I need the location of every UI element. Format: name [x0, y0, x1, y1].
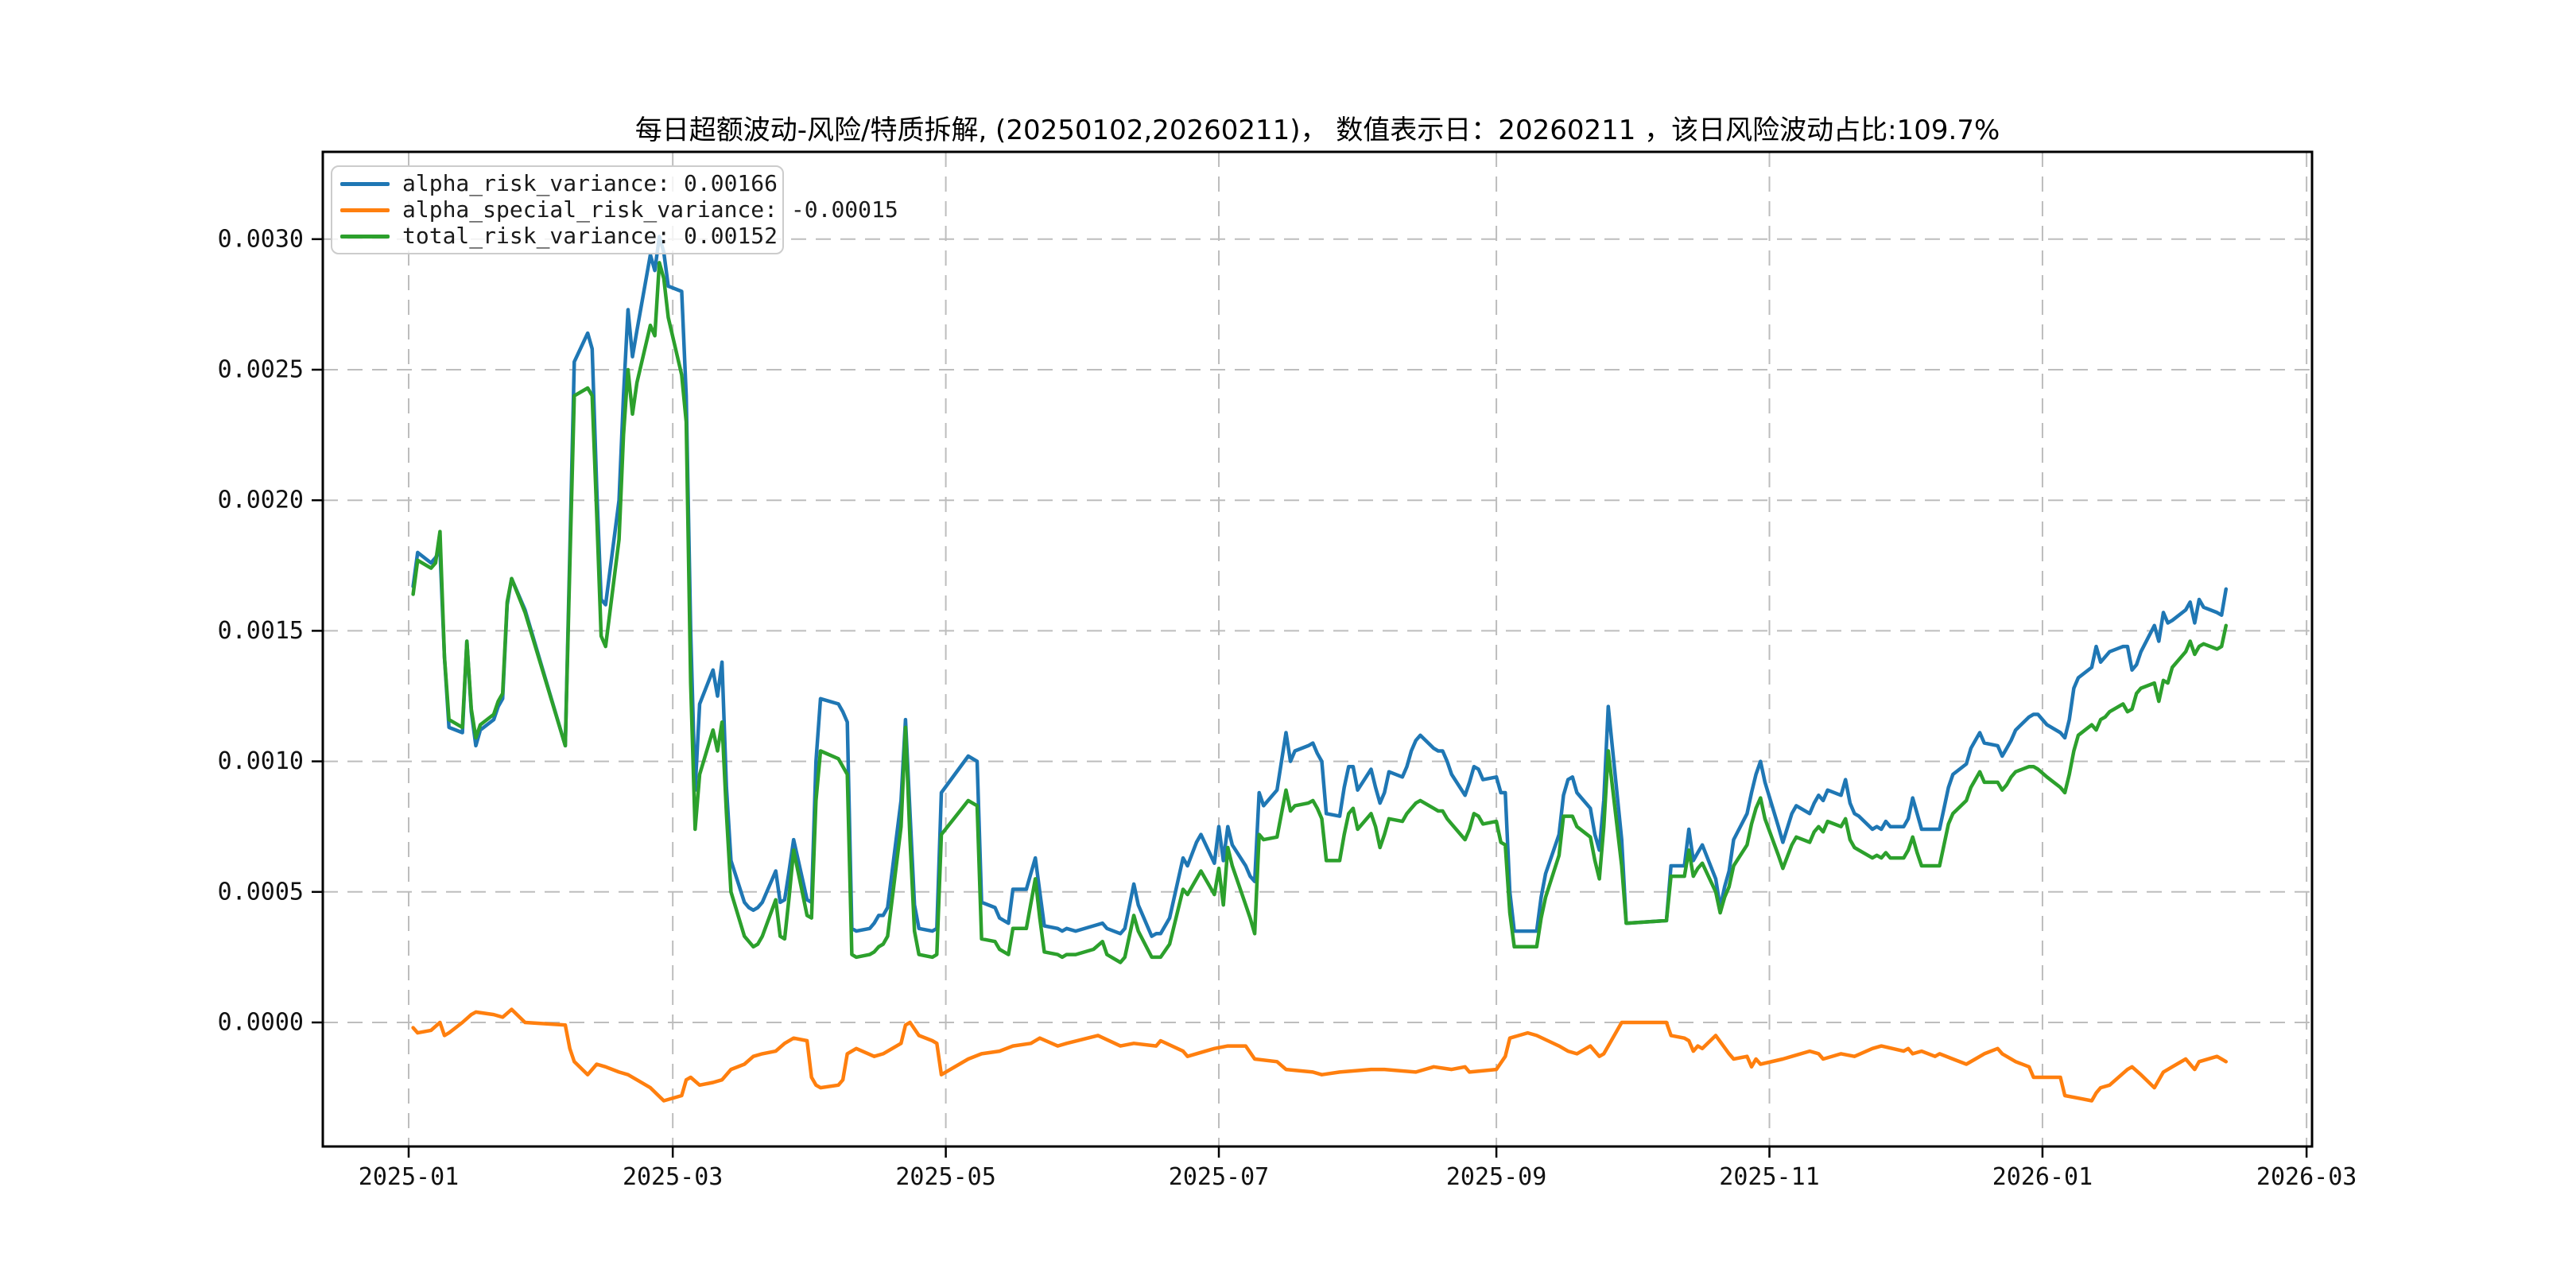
y-tick-label: 0.0010: [218, 747, 304, 775]
y-tick-label: 0.0025: [218, 356, 304, 384]
y-tick-label: 0.0020: [218, 487, 304, 514]
legend-item-alpha-risk-variance: alpha_risk_variance: 0.00166: [340, 171, 778, 196]
legend-line-sample-blue: [340, 181, 390, 186]
x-tick-label: 2025-07: [1169, 1163, 1269, 1191]
series-line-total_risk_variance: [411, 261, 2229, 964]
legend-item-alpha-special-risk-variance: alpha_special_risk_variance: -0.00015: [340, 197, 898, 223]
legend-label: alpha_risk_variance: 0.00166: [402, 170, 778, 196]
x-tick-label: 2025-09: [1446, 1163, 1546, 1191]
x-tick-label: 2025-03: [623, 1163, 723, 1191]
legend-label: alpha_special_risk_variance: -0.00015: [402, 196, 898, 223]
y-tick-label: 0.0015: [218, 617, 304, 645]
y-tick-label: 0.0000: [218, 1009, 304, 1037]
legend-label: total_risk_variance: 0.00152: [402, 223, 778, 249]
x-tick-label: 2025-11: [1719, 1163, 1819, 1191]
y-tick-label: 0.0030: [218, 225, 304, 253]
series-line-alpha_special_risk_variance: [411, 1007, 2229, 1103]
legend: alpha_risk_variance: 0.00166 alpha_speci…: [331, 165, 898, 254]
chart-title: 每日超额波动-风险/特质拆解, (20250102,20260211)， 数值表…: [634, 114, 2000, 146]
x-tick-label: 2025-05: [895, 1163, 995, 1191]
legend-line-sample-green: [340, 234, 390, 239]
y-tick-label: 0.0005: [218, 878, 304, 906]
x-tick-label: 2025-01: [359, 1163, 459, 1191]
series-line-alpha_risk_variance: [411, 235, 2229, 938]
x-tick-label: 2026-01: [1992, 1163, 2093, 1191]
legend-item-total-risk-variance: total_risk_variance: 0.00152: [340, 223, 778, 249]
plot-border: [321, 150, 2314, 1148]
x-tick-label: 2026-03: [2256, 1163, 2357, 1191]
legend-line-sample-orange: [340, 208, 390, 212]
